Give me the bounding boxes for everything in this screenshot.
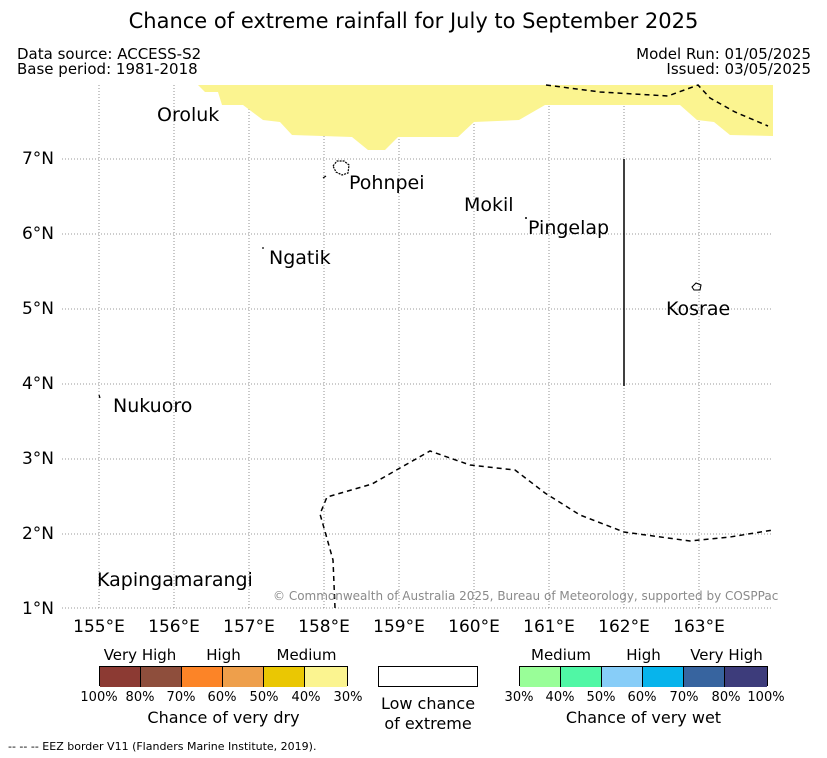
label-kosrae: Kosrae bbox=[666, 298, 731, 320]
x-tick-155e: 155°E bbox=[73, 617, 125, 637]
dry-swatch-50-40 bbox=[264, 667, 305, 687]
y-tick-6n: 6°N bbox=[21, 224, 54, 244]
ngatik-island bbox=[262, 247, 264, 249]
x-tick-157e: 157°E bbox=[223, 617, 275, 637]
label-ngatik: Ngatik bbox=[269, 247, 331, 269]
wet-tick-60: 60% bbox=[627, 690, 657, 705]
x-tick-162e: 162°E bbox=[598, 617, 650, 637]
x-tick-161e: 161°E bbox=[523, 617, 575, 637]
nukuoro-island bbox=[98, 394, 101, 399]
wet-swatch-70-80 bbox=[684, 667, 725, 687]
low-chance-line-2: of extreme bbox=[384, 714, 472, 733]
wet-tick-70: 70% bbox=[669, 690, 699, 705]
wet-tick-50: 50% bbox=[586, 690, 616, 705]
wet-tick-40: 40% bbox=[545, 690, 575, 705]
dry-tick-30: 30% bbox=[333, 690, 363, 705]
x-tick-156e: 156°E bbox=[148, 617, 200, 637]
dry-swatch-70-60 bbox=[182, 667, 223, 687]
wet-swatch-60-70 bbox=[643, 667, 684, 687]
gridlines bbox=[62, 85, 773, 609]
dry-swatch-60-50 bbox=[223, 667, 264, 687]
y-tick-5n: 5°N bbox=[21, 299, 54, 319]
y-tick-2n: 2°N bbox=[21, 524, 54, 544]
y-tick-7n: 7°N bbox=[21, 149, 54, 169]
dry-tick-40: 40% bbox=[291, 690, 321, 705]
y-tick-3n: 3°N bbox=[21, 449, 54, 469]
dry-swatch-40-30 bbox=[305, 667, 347, 687]
eez-border bbox=[319, 84, 774, 609]
dry-tick-70: 70% bbox=[166, 690, 196, 705]
data-source: Data source: ACCESS-S2 bbox=[17, 45, 202, 63]
pohnpei-island bbox=[332, 160, 350, 176]
map-title: Chance of extreme rainfall for July to S… bbox=[128, 9, 699, 33]
wet-tick-100: 100% bbox=[747, 690, 785, 705]
eez-footnote: -- -- -- EEZ border V11 (Flanders Marine… bbox=[8, 740, 317, 753]
dry-tick-50: 50% bbox=[249, 690, 279, 705]
label-nukuoro: Nukuoro bbox=[113, 395, 193, 417]
label-mokil: Mokil bbox=[464, 194, 514, 216]
label-kapingamarangi: Kapingamarangi bbox=[97, 569, 253, 591]
base-period: Base period: 1981-2018 bbox=[17, 60, 198, 78]
dry-level-medium: Medium bbox=[276, 646, 337, 664]
medium-dry-shaded-area bbox=[198, 85, 773, 150]
wet-swatch-80-100 bbox=[725, 667, 767, 687]
wet-level-high: High bbox=[626, 646, 661, 664]
wet-swatch-50-60 bbox=[602, 667, 643, 687]
label-pingelap: Pingelap bbox=[528, 217, 610, 239]
ant-atoll-mark bbox=[322, 175, 327, 179]
dry-swatch-80-70 bbox=[141, 667, 182, 687]
wet-swatch-40-50 bbox=[561, 667, 602, 687]
model-run: Model Run: 01/05/2025 bbox=[636, 45, 811, 63]
label-pohnpei: Pohnpei bbox=[349, 172, 425, 194]
low-chance-label: Low chance of extreme bbox=[358, 694, 498, 734]
copyright-text: © Commonwealth of Australia 2025, Bureau… bbox=[273, 589, 779, 603]
wet-swatch-30-40 bbox=[520, 667, 561, 687]
kosrae-island bbox=[691, 282, 702, 291]
wet-legend-title: Chance of very wet bbox=[565, 708, 722, 727]
wet-tick-80: 80% bbox=[711, 690, 741, 705]
dry-tick-100: 100% bbox=[80, 690, 118, 705]
dry-level-high: High bbox=[206, 646, 241, 664]
x-tick-163e: 163°E bbox=[673, 617, 725, 637]
issued-date: Issued: 03/05/2025 bbox=[666, 60, 811, 78]
dry-swatch-100-80 bbox=[100, 667, 141, 687]
dry-legend-title: Chance of very dry bbox=[147, 708, 300, 727]
dry-tick-60: 60% bbox=[207, 690, 237, 705]
x-tick-159e: 159°E bbox=[373, 617, 425, 637]
wet-colorbar bbox=[519, 666, 768, 687]
x-tick-160e: 160°E bbox=[448, 617, 500, 637]
pingelap-island bbox=[525, 217, 527, 219]
x-tick-158e: 158°E bbox=[298, 617, 350, 637]
dry-colorbar bbox=[99, 666, 348, 687]
low-chance-swatch bbox=[378, 666, 478, 687]
wet-level-medium: Medium bbox=[531, 646, 591, 664]
header-right: Model Run: 01/05/2025 Issued: 03/05/2025 bbox=[636, 47, 811, 77]
header-left: Data source: ACCESS-S2 Base period: 1981… bbox=[17, 47, 201, 77]
label-oroluk: Oroluk bbox=[157, 104, 220, 126]
dry-tick-80: 80% bbox=[125, 690, 155, 705]
wet-tick-30: 30% bbox=[504, 690, 534, 705]
dry-level-very-high: Very High bbox=[103, 646, 177, 664]
y-tick-1n: 1°N bbox=[21, 599, 54, 619]
low-chance-line-1: Low chance bbox=[380, 694, 476, 713]
wet-level-very-high: Very High bbox=[690, 646, 763, 664]
y-tick-4n: 4°N bbox=[21, 374, 54, 394]
